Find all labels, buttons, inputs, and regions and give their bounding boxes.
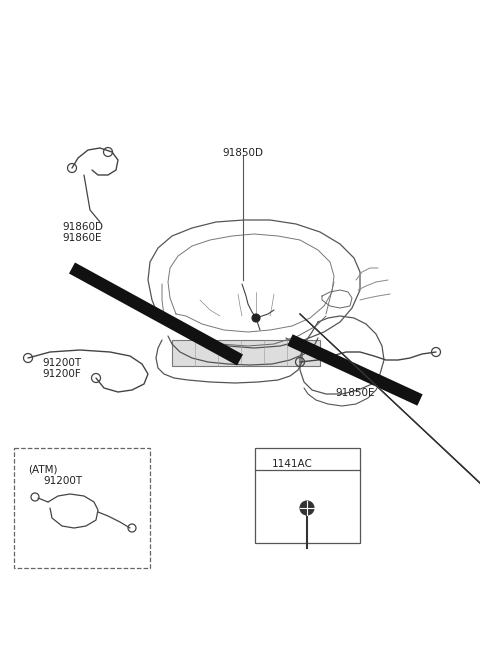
Circle shape (252, 314, 260, 322)
Bar (172, 340, 320, 366)
Text: 91200T: 91200T (42, 358, 81, 368)
Text: 91860D: 91860D (62, 222, 103, 232)
Text: 91200T: 91200T (43, 476, 82, 486)
Text: 91200F: 91200F (42, 369, 81, 379)
Text: (ATM): (ATM) (28, 464, 58, 474)
Text: 1141AC: 1141AC (272, 459, 313, 469)
Text: 91850E: 91850E (335, 388, 374, 398)
Bar (14, 448, 150, 568)
Circle shape (300, 501, 314, 515)
Bar (255, 448, 360, 543)
Text: 91860E: 91860E (62, 233, 101, 243)
Text: 91850D: 91850D (222, 148, 263, 158)
